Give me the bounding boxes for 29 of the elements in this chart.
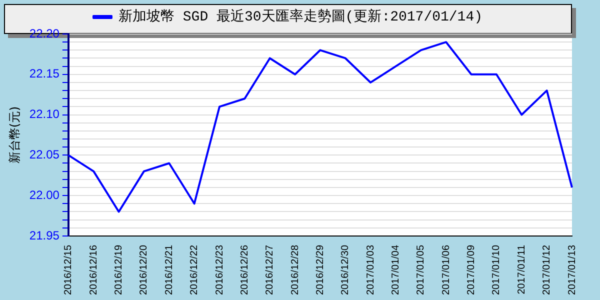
y-tick-label: 22.20 (29, 26, 60, 40)
x-tick-label: 2016/12/20 (138, 244, 150, 296)
x-tick-label: 2017/01/10 (491, 244, 502, 296)
x-tick-label: 2017/01/05 (416, 244, 427, 296)
x-tick-label: 2017/01/09 (466, 244, 478, 296)
y-tick-label: 22.05 (29, 147, 60, 162)
x-tick-label: 2016/12/27 (264, 244, 276, 296)
x-tick-label: 2016/12/23 (214, 244, 226, 296)
x-tick-label: 2016/12/19 (114, 244, 125, 296)
y-tick-label: 22.00 (29, 188, 60, 202)
x-tick-label: 2016/12/21 (164, 244, 175, 296)
y-tick-label: 22.10 (29, 107, 60, 122)
y-axis-title: 新台幣(元) (7, 106, 22, 164)
y-tick-label: 22.15 (29, 66, 60, 81)
x-tick-label: 2017/01/12 (542, 244, 553, 296)
x-tick-label: 2017/01/04 (390, 244, 402, 296)
x-tick-label: 2016/12/26 (239, 244, 250, 296)
y-tick-label: 21.95 (29, 228, 60, 242)
x-tick-label: 2017/01/06 (440, 244, 452, 296)
x-tick-label: 2016/12/28 (290, 244, 301, 296)
x-tick-label: 2016/12/30 (340, 244, 352, 296)
x-tick-label: 2017/01/11 (516, 244, 528, 294)
x-tick-label: 2016/12/22 (189, 244, 200, 296)
x-tick-label: 2016/12/29 (314, 244, 326, 296)
legend-label: 新加坡幣 SGD 最近30天匯率走勢圖(更新:2017/01/14) (118, 8, 483, 26)
x-tick-label: 2017/01/03 (365, 244, 376, 296)
x-tick-label: 2017/01/13 (566, 244, 578, 296)
x-tick-label: 2016/12/16 (88, 244, 100, 296)
x-tick-label: 2016/12/15 (63, 244, 74, 296)
